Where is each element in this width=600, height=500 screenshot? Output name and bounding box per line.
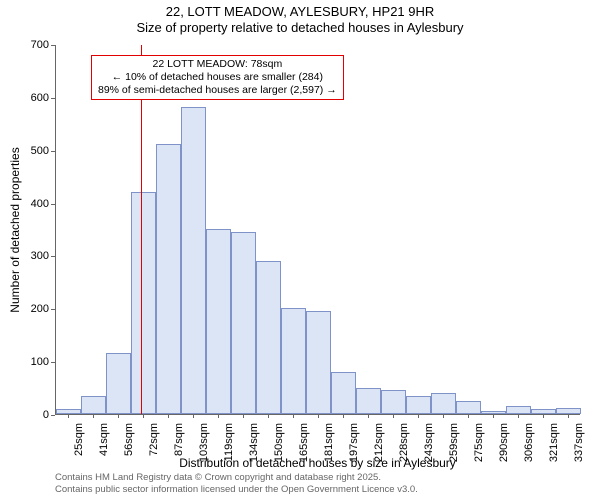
y-tick-mark [51, 204, 55, 205]
x-tick-mark [418, 414, 419, 418]
histogram-bar [156, 144, 181, 414]
x-tick-mark [518, 414, 519, 418]
histogram-bar [331, 372, 356, 414]
x-tick-label: 275sqm [473, 423, 485, 473]
y-tick-label: 700 [9, 39, 49, 51]
x-tick-mark [493, 414, 494, 418]
x-tick-mark [443, 414, 444, 418]
x-tick-label: 259sqm [448, 423, 460, 473]
x-tick-label: 290sqm [498, 423, 510, 473]
y-tick-mark [51, 415, 55, 416]
histogram-bar [481, 411, 506, 414]
histogram-bar [131, 192, 156, 414]
x-tick-mark [93, 414, 94, 418]
histogram-bar [506, 406, 531, 414]
x-tick-label: 72sqm [148, 423, 160, 473]
x-tick-label: 56sqm [123, 423, 135, 473]
y-tick-label: 100 [9, 356, 49, 368]
x-tick-label: 337sqm [573, 423, 585, 473]
histogram-bar [531, 409, 556, 414]
x-tick-mark [568, 414, 569, 418]
x-tick-label: 150sqm [273, 423, 285, 473]
x-tick-mark [343, 414, 344, 418]
histogram-bar [256, 261, 281, 414]
callout-line: 89% of semi-detached houses are larger (… [98, 84, 337, 97]
x-tick-mark [243, 414, 244, 418]
property-callout: 22 LOTT MEADOW: 78sqm← 10% of detached h… [91, 55, 344, 100]
callout-line: ← 10% of detached houses are smaller (28… [98, 71, 337, 84]
x-tick-label: 134sqm [248, 423, 260, 473]
x-tick-label: 25sqm [73, 423, 85, 473]
y-tick-mark [51, 256, 55, 257]
x-tick-mark [268, 414, 269, 418]
property-size-histogram: 22, LOTT MEADOW, AYLESBURY, HP21 9HR Siz… [0, 0, 600, 500]
x-tick-label: 306sqm [523, 423, 535, 473]
histogram-bar [456, 401, 481, 414]
x-tick-mark [293, 414, 294, 418]
x-tick-mark [218, 414, 219, 418]
x-tick-label: 228sqm [398, 423, 410, 473]
x-tick-mark [468, 414, 469, 418]
x-tick-mark [393, 414, 394, 418]
x-tick-mark [368, 414, 369, 418]
histogram-bar [406, 396, 431, 415]
y-tick-mark [51, 362, 55, 363]
y-tick-label: 500 [9, 145, 49, 157]
y-tick-mark [51, 309, 55, 310]
chart-title-line2: Size of property relative to detached ho… [0, 20, 600, 35]
x-tick-mark [118, 414, 119, 418]
x-tick-label: 197sqm [348, 423, 360, 473]
x-tick-label: 103sqm [198, 423, 210, 473]
y-tick-mark [51, 151, 55, 152]
x-tick-label: 181sqm [323, 423, 335, 473]
x-tick-label: 212sqm [373, 423, 385, 473]
y-tick-label: 600 [9, 92, 49, 104]
histogram-bar [556, 408, 581, 414]
x-tick-mark [193, 414, 194, 418]
x-tick-label: 243sqm [423, 423, 435, 473]
callout-line: 22 LOTT MEADOW: 78sqm [98, 58, 337, 71]
histogram-bar [56, 409, 81, 414]
x-tick-label: 41sqm [98, 423, 110, 473]
attribution: Contains HM Land Registry data © Crown c… [55, 472, 418, 496]
y-tick-mark [51, 45, 55, 46]
histogram-bar [181, 107, 206, 414]
histogram-bar [356, 388, 381, 414]
histogram-bar [431, 393, 456, 414]
x-tick-mark [168, 414, 169, 418]
x-tick-mark [143, 414, 144, 418]
histogram-bar [306, 311, 331, 414]
x-tick-label: 119sqm [223, 423, 235, 473]
histogram-bar [381, 390, 406, 414]
histogram-bar [206, 229, 231, 414]
y-tick-mark [51, 98, 55, 99]
attribution-line1: Contains HM Land Registry data © Crown c… [55, 472, 418, 484]
x-tick-mark [318, 414, 319, 418]
histogram-bar [281, 308, 306, 414]
histogram-bar [231, 232, 256, 414]
y-tick-label: 0 [9, 409, 49, 421]
x-tick-label: 165sqm [298, 423, 310, 473]
x-tick-label: 87sqm [173, 423, 185, 473]
y-tick-label: 300 [9, 250, 49, 262]
y-tick-label: 400 [9, 198, 49, 210]
y-tick-label: 200 [9, 303, 49, 315]
x-tick-label: 321sqm [548, 423, 560, 473]
x-tick-mark [68, 414, 69, 418]
attribution-line2: Contains public sector information licen… [55, 484, 418, 496]
chart-title-line1: 22, LOTT MEADOW, AYLESBURY, HP21 9HR [0, 4, 600, 20]
x-tick-mark [543, 414, 544, 418]
plot-area: 22 LOTT MEADOW: 78sqm← 10% of detached h… [55, 45, 580, 415]
histogram-bar [106, 353, 131, 414]
histogram-bar [81, 396, 106, 415]
